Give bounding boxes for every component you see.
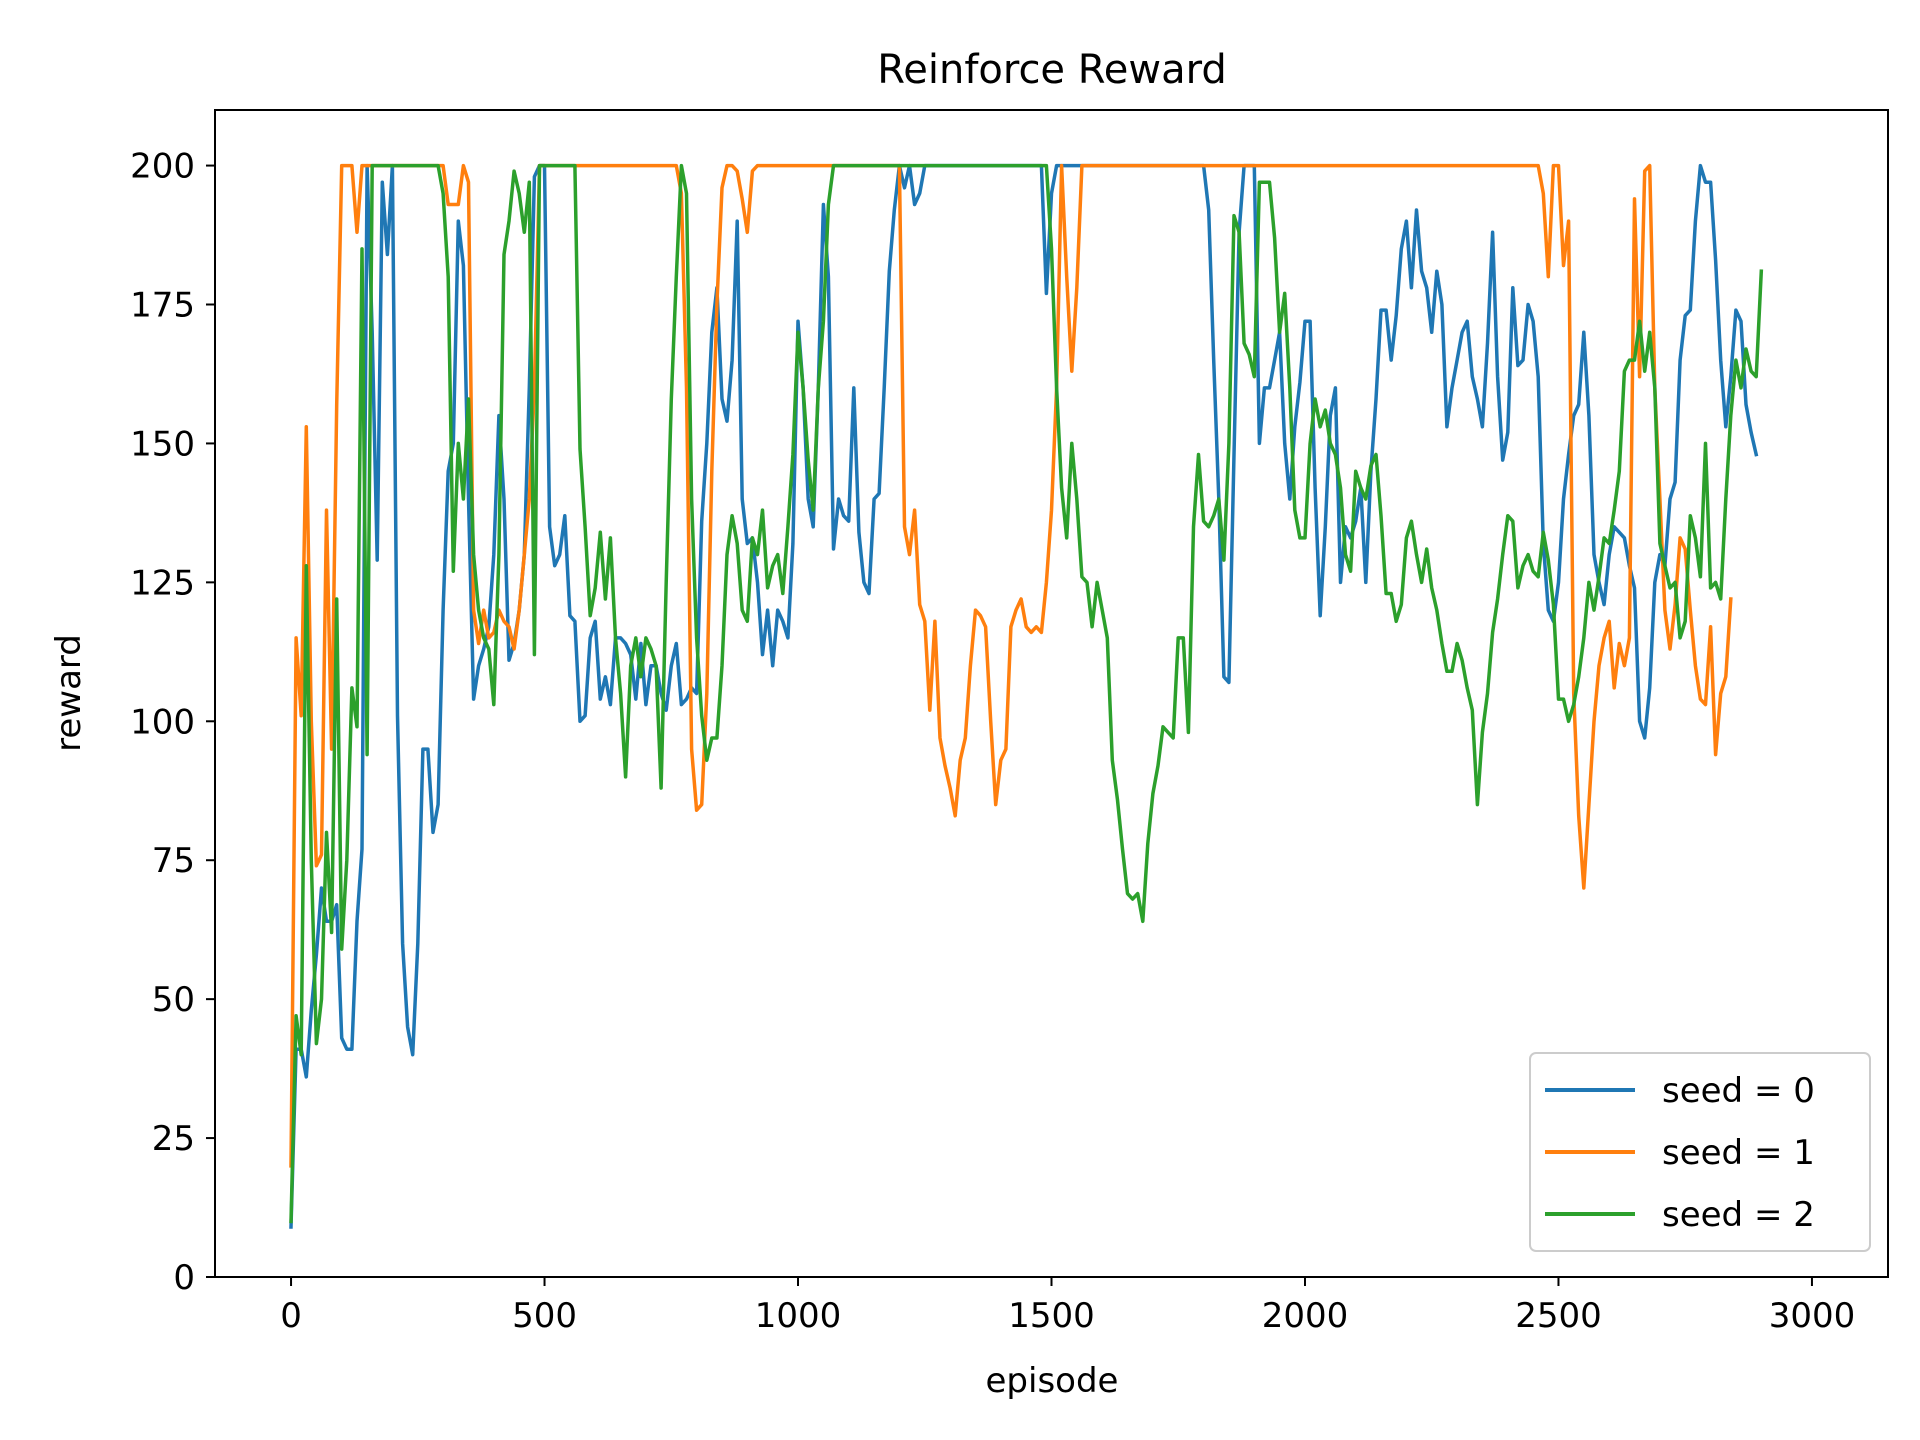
y-tick-label: 150	[130, 424, 195, 464]
x-axis-label: episode	[986, 1361, 1119, 1401]
y-tick-label: 175	[130, 286, 195, 326]
series-line-seed-2	[289, 163, 1764, 1224]
y-tick-label: 75	[152, 841, 195, 881]
x-tick-label: 500	[512, 1296, 577, 1336]
x-tick-label: 2000	[1262, 1296, 1349, 1336]
x-tick-label: 0	[280, 1296, 302, 1336]
y-tick-label: 125	[130, 563, 195, 603]
legend-label: seed = 1	[1662, 1133, 1815, 1173]
x-tick-label: 1500	[1008, 1296, 1095, 1336]
legend-label: seed = 0	[1662, 1071, 1815, 1111]
x-tick-label: 1000	[755, 1296, 842, 1336]
y-tick-label: 50	[152, 980, 195, 1020]
y-tick-label: 25	[152, 1119, 195, 1159]
x-axis: 0 500 1000 1500 2000 2500 3000	[280, 1277, 1855, 1336]
legend-entry: seed = 0	[1545, 1071, 1815, 1111]
legend-label: seed = 2	[1662, 1195, 1815, 1235]
y-axis: 0 25 50 75 100 125 150 175 200	[130, 147, 215, 1298]
legend-box	[1529, 1052, 1871, 1252]
x-tick-label: 2500	[1515, 1296, 1602, 1336]
series-layer	[289, 163, 1764, 1229]
legend-entry: seed = 1	[1545, 1133, 1815, 1173]
legend: seed = 0 seed = 1 seed = 2	[1529, 1052, 1871, 1252]
chart-title: Reinforce Reward	[877, 47, 1226, 93]
x-tick-label: 3000	[1769, 1296, 1856, 1336]
series-line-seed-1	[289, 163, 1733, 1168]
y-tick-label: 0	[173, 1258, 195, 1298]
y-tick-label: 100	[130, 702, 195, 742]
legend-entry: seed = 2	[1545, 1195, 1815, 1235]
y-axis-label: reward	[49, 634, 89, 752]
y-tick-label: 200	[130, 147, 195, 187]
